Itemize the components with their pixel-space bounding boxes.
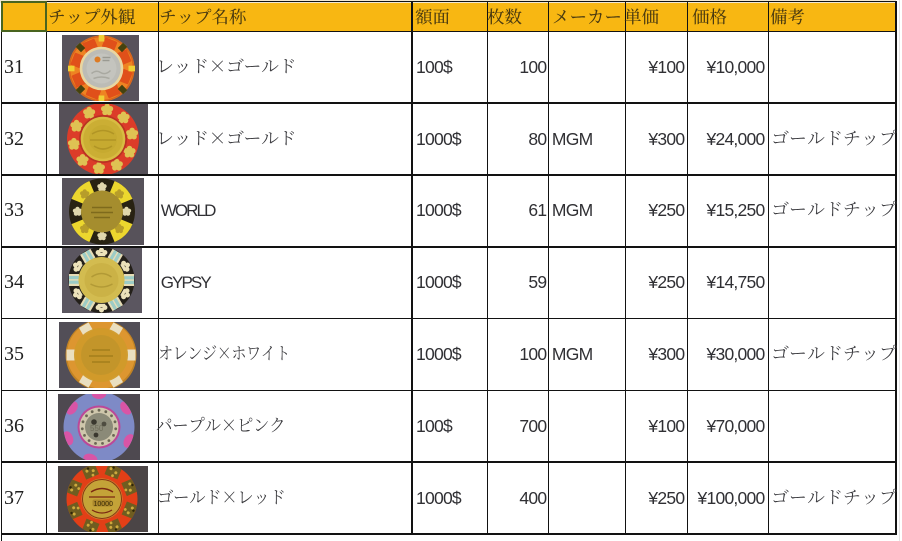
svg-text:550: 550 [90, 424, 104, 433]
svg-text:10000: 10000 [94, 501, 114, 508]
